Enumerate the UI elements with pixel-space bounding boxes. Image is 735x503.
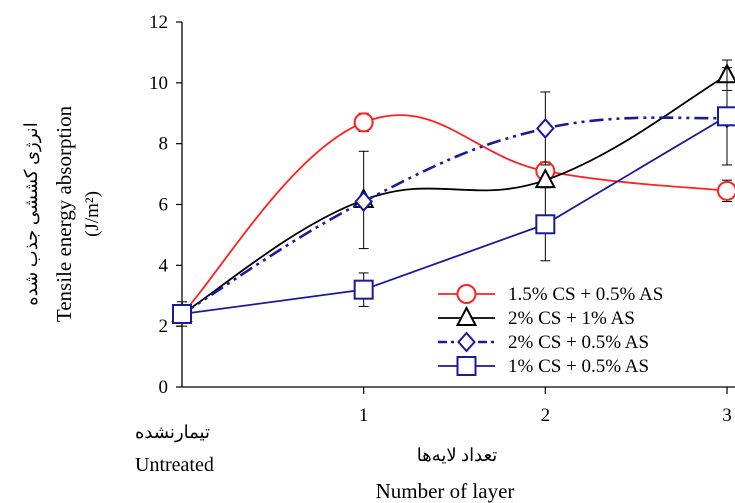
data-point — [535, 214, 556, 235]
series-line — [181, 116, 728, 316]
x-axis-label-fa: تعداد لایه‌ها — [417, 445, 498, 465]
x-untreated-label-fa: تیمارنشده — [135, 422, 210, 443]
legend-label: 2% CS + 1% AS — [508, 308, 635, 329]
legend-item-0: 1.5% CS + 0.5% AS — [438, 284, 663, 305]
legend: 1.5% CS + 0.5% AS 2% CS + 1% AS 2% CS + 0.… — [438, 284, 663, 377]
y-axis-unit: (J/m²) — [82, 191, 103, 237]
y-tick-label: 10 — [149, 73, 168, 94]
y-tick-label: 4 — [159, 255, 169, 276]
x-untreated-label: Untreated — [135, 454, 214, 476]
data-point — [717, 106, 735, 127]
y-tick-label: 6 — [159, 195, 169, 216]
series-layer — [171, 59, 735, 327]
series-line — [181, 74, 728, 315]
y-tick-label: 2 — [159, 316, 169, 337]
y-axis-label-fa: انرژی کششی جذب شده — [21, 122, 42, 305]
data-point — [354, 190, 374, 212]
legend-swatch-marker — [457, 331, 476, 353]
legend-swatch-marker — [455, 305, 478, 326]
y-tick-label: 8 — [159, 134, 169, 155]
x-tick-label: 3 — [722, 405, 732, 426]
x-tick-label: 2 — [541, 405, 551, 426]
series-1 — [171, 59, 735, 322]
data-point — [172, 304, 192, 324]
y-axis-label: Tensile energy absorption — [52, 105, 76, 322]
data-point — [353, 112, 374, 133]
x-tick-label: 1 — [359, 405, 369, 426]
legend-label: 2% CS + 0.5% AS — [508, 332, 649, 353]
legend-swatch-marker — [456, 356, 477, 376]
data-point — [534, 168, 556, 189]
legend-item-2: 2% CS + 0.5% AS — [438, 331, 649, 353]
data-point — [353, 279, 374, 300]
series-line — [181, 114, 728, 315]
data-point — [535, 117, 555, 139]
legend-label: 1.5% CS + 0.5% AS — [508, 284, 663, 305]
series-3 — [172, 67, 735, 327]
x-axis-label: Number of layer — [376, 479, 515, 503]
y-tick-label: 0 — [159, 377, 169, 398]
y-tick-label: 12 — [149, 12, 168, 33]
series-line — [181, 115, 728, 315]
data-point — [717, 180, 735, 201]
legend-item-1: 2% CS + 1% AS — [438, 305, 635, 329]
legend-item-3: 1% CS + 0.5% AS — [438, 356, 649, 377]
legend-swatch-marker — [456, 284, 477, 304]
legend-label: 1% CS + 0.5% AS — [508, 356, 649, 377]
